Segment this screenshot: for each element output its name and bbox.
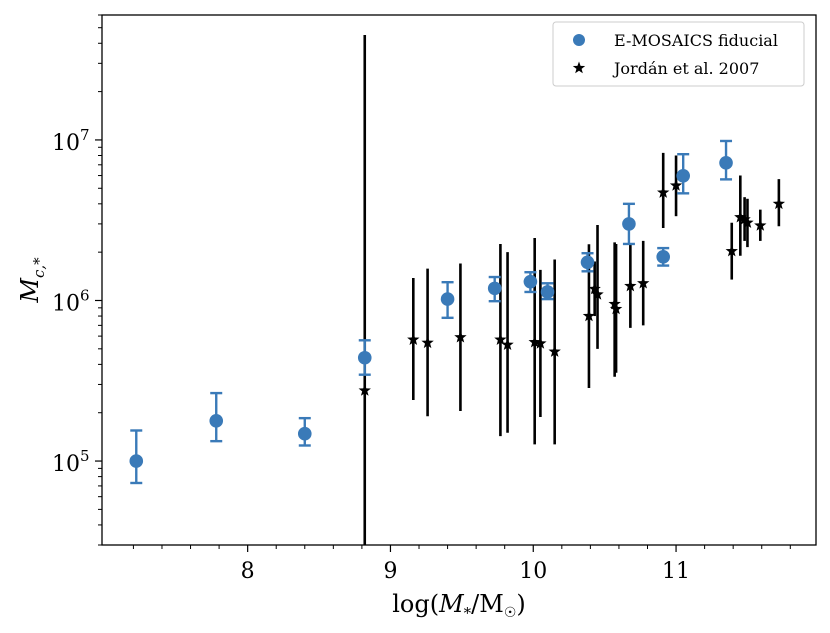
legend-box bbox=[552, 21, 805, 87]
jordan-point bbox=[501, 338, 514, 351]
x-axis-title: log(M*/M☉) bbox=[392, 590, 526, 622]
jordan-point bbox=[741, 216, 754, 228]
jordan-point bbox=[725, 244, 738, 257]
legend-marker-star bbox=[572, 61, 586, 74]
jordan-point bbox=[772, 197, 786, 210]
jordan-point bbox=[582, 309, 596, 322]
jordan-point bbox=[608, 297, 621, 310]
emosaics-point bbox=[440, 292, 455, 306]
emosaics-point bbox=[487, 281, 502, 296]
x-tick-label: 10 bbox=[519, 559, 547, 584]
jordan-point bbox=[609, 302, 623, 315]
jordan-point bbox=[669, 179, 683, 191]
y-tick-label: 106 bbox=[52, 286, 90, 316]
x-tick-label: 8 bbox=[241, 559, 255, 584]
emosaics-point bbox=[622, 217, 636, 231]
jordan-point bbox=[624, 279, 637, 292]
x-tick-label: 11 bbox=[662, 559, 690, 584]
jordan-point bbox=[421, 336, 434, 349]
emosaics-point bbox=[656, 250, 671, 264]
x-tick-label: 9 bbox=[383, 559, 397, 584]
legend: E-MOSAICS fiducial Jordán et al. 2007 bbox=[552, 21, 805, 87]
emosaics-point bbox=[129, 454, 144, 468]
jordan-point bbox=[358, 384, 371, 396]
emosaics-point bbox=[209, 414, 224, 428]
jordan-point bbox=[738, 212, 751, 225]
emosaics-point bbox=[540, 285, 555, 299]
jordan-point bbox=[657, 186, 670, 198]
y-tick-label: 105 bbox=[52, 447, 90, 477]
jordan-point bbox=[454, 330, 467, 343]
jordan-point bbox=[591, 287, 604, 300]
jordan-point bbox=[494, 333, 507, 345]
emosaics-point bbox=[676, 168, 690, 183]
emosaics-point bbox=[297, 426, 312, 441]
jordan-point bbox=[534, 336, 547, 349]
jordan-point bbox=[734, 210, 747, 223]
jordan-point bbox=[637, 276, 650, 289]
legend-label-emosaics: E-MOSAICS fiducial bbox=[614, 31, 778, 50]
jordan-point bbox=[754, 219, 767, 231]
jordan-point bbox=[588, 282, 601, 295]
legend-label-jordan: Jordán et al. 2007 bbox=[612, 59, 759, 78]
jordan-point bbox=[548, 345, 561, 357]
y-tick-label: 107 bbox=[52, 126, 90, 156]
legend-marker-circle bbox=[573, 34, 585, 46]
plot-frame bbox=[101, 14, 817, 546]
emosaics-point bbox=[357, 350, 372, 365]
emosaics-point bbox=[523, 274, 538, 289]
y-axis-title: Mc,* bbox=[16, 257, 48, 304]
jordan-point bbox=[407, 333, 420, 345]
emosaics-point bbox=[719, 156, 733, 170]
emosaics-point bbox=[580, 255, 595, 270]
